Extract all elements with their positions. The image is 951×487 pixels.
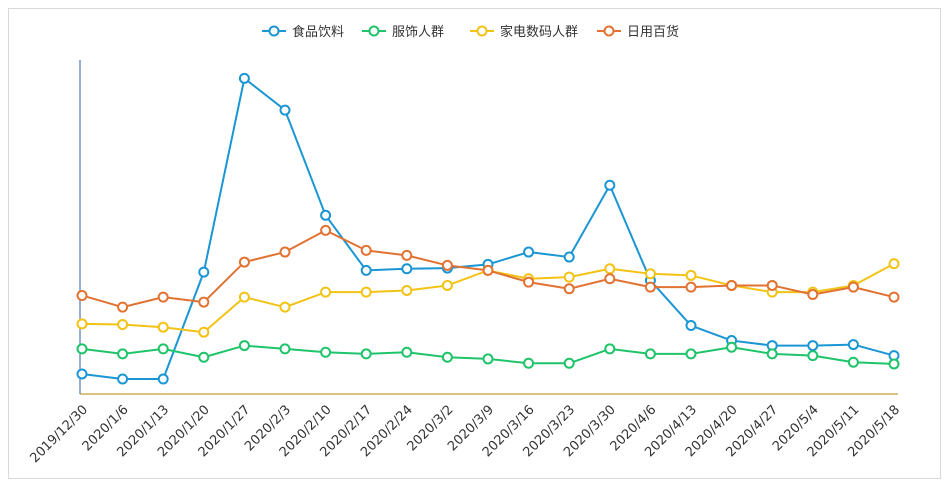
x-tick-label: 2019/12/30: [27, 402, 91, 466]
legend-label: 服饰人群: [392, 25, 444, 40]
data-point: [644, 268, 656, 280]
data-point: [238, 256, 250, 268]
data-point: [482, 353, 494, 365]
data-point: [157, 343, 169, 355]
data-point: [401, 284, 413, 296]
data-point: [198, 296, 210, 308]
data-point: [604, 263, 616, 275]
data-point: [685, 281, 697, 293]
data-point: [847, 356, 859, 368]
data-point: [76, 368, 88, 380]
data-point: [360, 244, 372, 256]
data-point: [320, 209, 332, 221]
data-point: [279, 246, 291, 258]
data-point: [157, 321, 169, 333]
data-point: [441, 259, 453, 271]
data-point: [685, 348, 697, 360]
legend-item: 服饰人群: [362, 25, 444, 40]
data-point: [523, 276, 535, 288]
series-1: [76, 340, 900, 370]
data-point: [441, 279, 453, 291]
legend-swatch-marker: [368, 25, 380, 37]
data-point: [238, 72, 250, 84]
data-point: [604, 273, 616, 285]
data-point: [523, 357, 535, 369]
data-point: [563, 283, 575, 295]
data-point: [441, 351, 453, 363]
data-point: [563, 271, 575, 283]
data-point: [726, 279, 738, 291]
legend-swatch-marker: [603, 25, 615, 37]
data-point: [563, 357, 575, 369]
data-point: [563, 251, 575, 263]
data-point: [685, 320, 697, 332]
series-0: [76, 72, 900, 385]
chart-frame: [8, 8, 941, 479]
data-point: [766, 348, 778, 360]
data-point: [401, 263, 413, 275]
data-point: [726, 341, 738, 353]
data-point: [644, 281, 656, 293]
data-point: [401, 249, 413, 261]
legend-label: 家电数码人群: [500, 24, 578, 40]
data-point: [807, 350, 819, 362]
data-point: [360, 286, 372, 298]
data-point: [76, 289, 88, 301]
legend-swatch-marker: [476, 25, 488, 37]
data-point: [482, 264, 494, 276]
data-point: [685, 269, 697, 281]
data-point: [157, 291, 169, 303]
data-point: [198, 326, 210, 338]
legend-item: 日用百货: [597, 24, 679, 40]
data-point: [117, 348, 129, 360]
data-point: [238, 340, 250, 352]
data-point: [766, 279, 778, 291]
data-point: [847, 281, 859, 293]
data-point: [360, 348, 372, 360]
data-point: [117, 373, 129, 385]
legend-label: 食品饮料: [292, 24, 344, 40]
data-point: [117, 301, 129, 313]
data-point: [888, 258, 900, 270]
data-point: [888, 358, 900, 370]
series-3: [76, 224, 900, 313]
legend-item: 家电数码人群: [470, 24, 578, 40]
data-point: [604, 343, 616, 355]
data-point: [360, 264, 372, 276]
data-point: [76, 318, 88, 330]
data-point: [198, 351, 210, 363]
data-point: [320, 286, 332, 298]
legend-swatch-marker: [268, 25, 280, 37]
data-point: [198, 266, 210, 278]
data-point: [401, 346, 413, 358]
legend-label: 日用百货: [627, 24, 679, 40]
legend-item: 食品饮料: [262, 24, 344, 40]
data-point: [604, 179, 616, 191]
data-point: [279, 104, 291, 116]
data-point: [847, 339, 859, 351]
data-point: [238, 291, 250, 303]
data-point: [279, 343, 291, 355]
data-point: [157, 373, 169, 385]
data-point: [279, 301, 291, 313]
data-point: [888, 291, 900, 303]
data-point: [807, 340, 819, 352]
data-point: [76, 343, 88, 355]
data-point: [644, 348, 656, 360]
data-point: [320, 224, 332, 236]
data-point: [320, 346, 332, 358]
data-point: [117, 319, 129, 331]
data-point: [807, 288, 819, 300]
data-point: [523, 246, 535, 258]
